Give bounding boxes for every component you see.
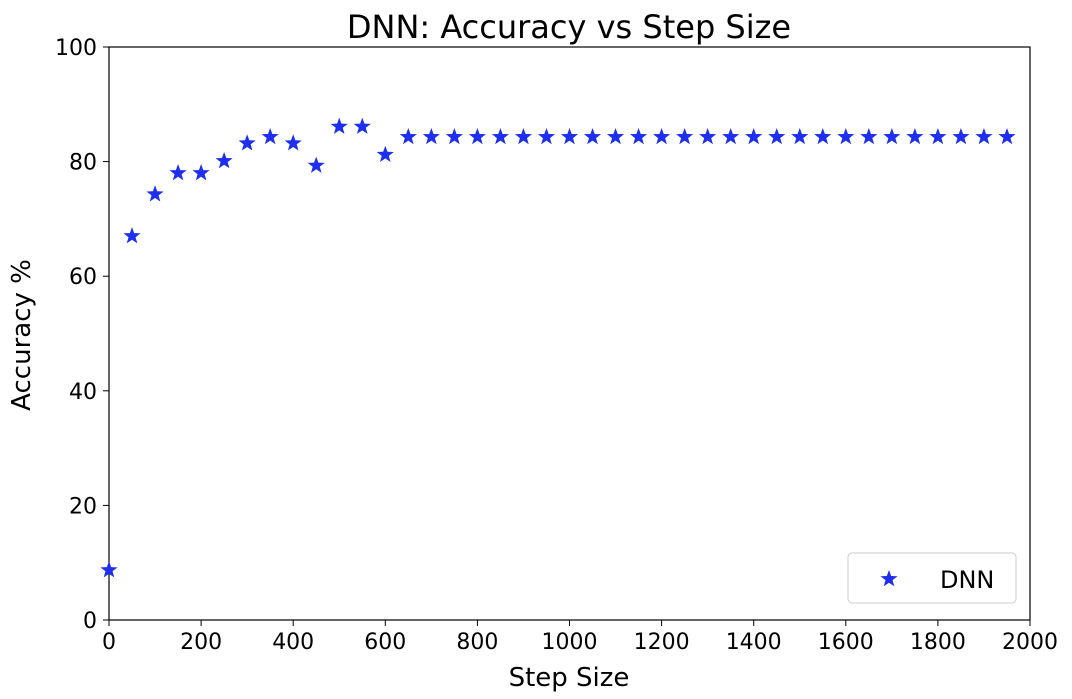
y-tick-label: 0: [83, 609, 97, 634]
x-tick-label: 1600: [818, 630, 874, 655]
y-axis-label: Accuracy %: [7, 259, 37, 411]
data-point: [238, 134, 256, 151]
x-tick-label: 400: [272, 630, 314, 655]
data-point: [422, 127, 440, 145]
data-point: [837, 127, 855, 145]
data-point: [261, 127, 279, 145]
data-point: [192, 164, 210, 181]
legend-star-icon: [880, 570, 898, 587]
data-point: [491, 127, 509, 145]
data-point: [376, 145, 394, 163]
data-point: [330, 117, 348, 134]
y-tick-label: 100: [55, 36, 97, 61]
x-axis: 0 200 400 600 800 1000 1200 1400 1600 1800 2000: [102, 620, 1058, 655]
data-point: [883, 127, 901, 145]
x-tick-label: 800: [456, 630, 498, 655]
data-point: [906, 127, 924, 145]
data-point: [630, 127, 648, 145]
data-point: [745, 127, 763, 145]
data-point: [975, 127, 993, 145]
legend-marker-dnn: [880, 570, 898, 587]
x-tick-label: 1800: [910, 630, 966, 655]
y-tick-label: 20: [69, 494, 97, 519]
data-point: [100, 561, 118, 578]
data-point: [215, 152, 233, 169]
legend-box: [847, 552, 1017, 604]
x-tick-label: 1000: [542, 630, 598, 655]
y-tick-label: 60: [69, 265, 97, 290]
data-point: [676, 127, 694, 145]
data-point: [583, 127, 602, 145]
data-point: [146, 185, 164, 202]
data-point: [929, 127, 947, 145]
data-point: [722, 127, 740, 145]
data-point: [284, 134, 302, 151]
x-tick-label: 2000: [1002, 630, 1058, 655]
data-point: [514, 127, 533, 145]
data-point: [768, 127, 786, 145]
y-tick-label: 80: [69, 151, 97, 176]
data-point: [123, 227, 141, 244]
data-point: [445, 127, 463, 145]
data-point: [399, 127, 417, 145]
x-tick-label: 1200: [634, 630, 690, 655]
x-tick-label: 1400: [726, 630, 782, 655]
data-point: [653, 127, 671, 145]
data-point: [860, 127, 878, 145]
y-tick-label: 40: [69, 380, 97, 405]
data-point: [998, 127, 1016, 145]
data-point: [560, 127, 579, 145]
data-point: [353, 117, 371, 134]
data-point: [814, 127, 832, 145]
y-axis: 0 20 40 60 80 100: [55, 36, 109, 634]
data-point: [606, 127, 625, 145]
x-tick-label: 600: [364, 630, 406, 655]
legend-label-dnn: DNN: [940, 566, 994, 594]
legend: DNN: [847, 552, 1017, 604]
data-point: [537, 127, 556, 145]
x-axis-label: Step Size: [509, 663, 630, 693]
data-point: [791, 127, 809, 145]
data-point: [468, 127, 486, 145]
data-point: [169, 164, 187, 181]
data-points: [100, 117, 1016, 578]
data-point: [952, 127, 970, 145]
x-tick-label: 0: [102, 630, 116, 655]
chart-title: DNN: Accuracy vs Step Size: [347, 8, 791, 46]
data-point: [307, 156, 325, 173]
data-point: [699, 127, 717, 145]
x-tick-label: 200: [180, 630, 222, 655]
